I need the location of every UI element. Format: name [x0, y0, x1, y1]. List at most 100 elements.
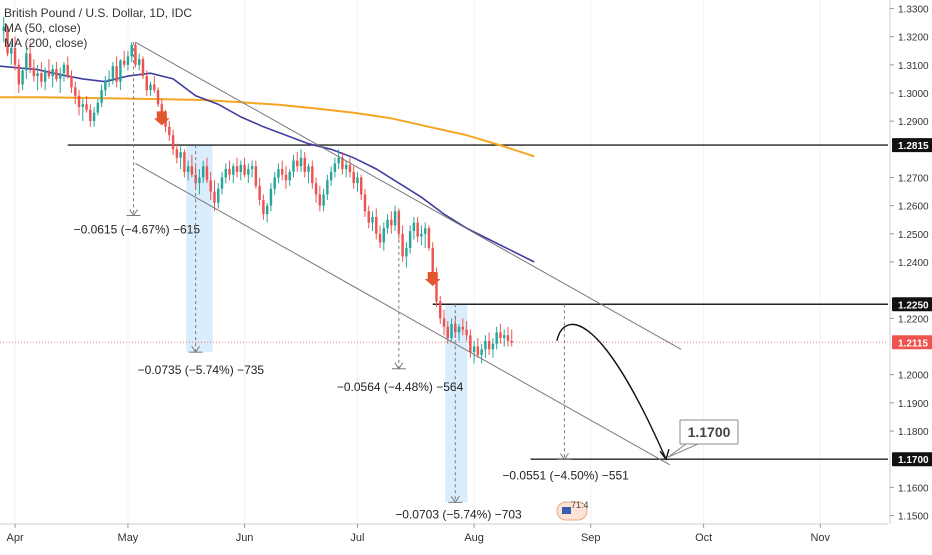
candle-body [499, 332, 502, 339]
candle-body [318, 194, 322, 206]
time-tick-label: May [118, 532, 139, 544]
candle-body [194, 174, 197, 184]
price-tick-label: 1.3200 [898, 33, 929, 44]
candle-body [81, 104, 85, 108]
candle-body [119, 60, 122, 82]
candle-body [213, 191, 216, 203]
time-tick-label: Sep [581, 532, 601, 544]
candle-body [58, 73, 62, 79]
ma200-line [0, 96, 535, 158]
time-axis: Apr May Jun Jul Aug Sep Oct Nov [0, 523, 888, 544]
candle-body [487, 340, 491, 350]
time-tick-label: Jul [350, 532, 364, 544]
price-tag-label: 1.2115 [898, 338, 928, 349]
candle-body [111, 66, 115, 79]
candle-body [299, 157, 303, 167]
candle-body [510, 340, 513, 343]
down-arrow-marker [424, 271, 441, 286]
candle-body [393, 211, 397, 226]
time-tick-label: Aug [464, 532, 484, 544]
candle-body [47, 70, 51, 77]
candle-body [420, 233, 423, 237]
candle-body [446, 326, 449, 339]
candle-body [435, 273, 438, 302]
candle-body [367, 211, 370, 223]
candle-body [171, 135, 175, 150]
candle-body [476, 346, 480, 355]
candle-body [439, 301, 442, 319]
target-callout-pointer [667, 443, 699, 458]
candle-body [288, 171, 291, 181]
candle-body [469, 335, 472, 353]
candle-body [250, 166, 254, 170]
candle-body [198, 177, 201, 184]
candle-body [265, 205, 269, 215]
price-tick-label: 1.2500 [898, 230, 929, 241]
candle-body [186, 166, 190, 172]
candle-body [258, 185, 261, 201]
candle-body [296, 160, 299, 167]
candle-body [122, 60, 126, 65]
candle-body [465, 329, 468, 336]
level-price-tag [892, 138, 932, 153]
candle-body [423, 228, 427, 234]
price-tick-label: 1.2600 [898, 202, 929, 213]
candle-body [130, 45, 133, 57]
candle-body [149, 84, 152, 91]
legend-ma50: MA (50, close) [4, 21, 81, 35]
candle-body [352, 171, 355, 184]
projection-arrowhead [659, 449, 670, 461]
projection-curve [556, 323, 667, 460]
price-tag-label: 1.1700 [898, 455, 929, 466]
candle-body [224, 169, 227, 178]
candle-body [62, 64, 66, 74]
candle-body [382, 228, 386, 243]
candle-body [254, 166, 258, 186]
candles [2, 16, 513, 364]
candle-body [269, 188, 273, 206]
moving-averages [0, 65, 535, 263]
candle-body [175, 149, 179, 158]
candle-body [220, 177, 224, 189]
candle-body [341, 157, 344, 170]
candle-body [43, 70, 47, 82]
measure-label: −0.0564 (−4.48%) −564 [337, 380, 464, 394]
candle-body [51, 69, 54, 77]
candle-body [10, 47, 13, 54]
candle-body [363, 194, 367, 212]
candle-body [292, 160, 295, 172]
candle-body [179, 152, 182, 158]
flag-badge-icon [556, 501, 588, 521]
candle-body [307, 166, 310, 172]
candle-body [134, 45, 137, 65]
channel-upper-line [135, 41, 682, 350]
measure-label: −0.0551 (−4.50%) −551 [502, 468, 629, 482]
candle-body [442, 318, 446, 327]
candle-body [141, 59, 145, 77]
candle-body [6, 26, 9, 54]
time-tick-label: Jun [236, 532, 254, 544]
price-tick-label: 1.2700 [898, 173, 929, 184]
price-level-lines [0, 144, 888, 460]
measure-box [445, 304, 468, 503]
trend-channel [135, 41, 682, 466]
price-tick-label: 1.1500 [898, 512, 929, 523]
price-axis: 1.3300 1.3200 1.3100 1.3000 1.2900 1.2700 1.26… [889, 0, 932, 524]
target-callout-box [679, 419, 739, 445]
candle-body [371, 216, 374, 223]
candle-body [337, 157, 340, 164]
time-tick-label: Oct [695, 532, 712, 544]
candle-body [168, 126, 171, 136]
candle-body [495, 332, 498, 344]
candle-body [378, 233, 382, 243]
down-arrow-marker [153, 111, 170, 126]
candle-body [228, 169, 231, 175]
measure-label: −0.0735 (−5.74%) −735 [138, 363, 265, 377]
marker-arrows [153, 111, 441, 286]
candle-body [412, 222, 416, 232]
candle-body [314, 183, 318, 195]
candle-body [66, 64, 69, 77]
candle-body [107, 78, 111, 81]
